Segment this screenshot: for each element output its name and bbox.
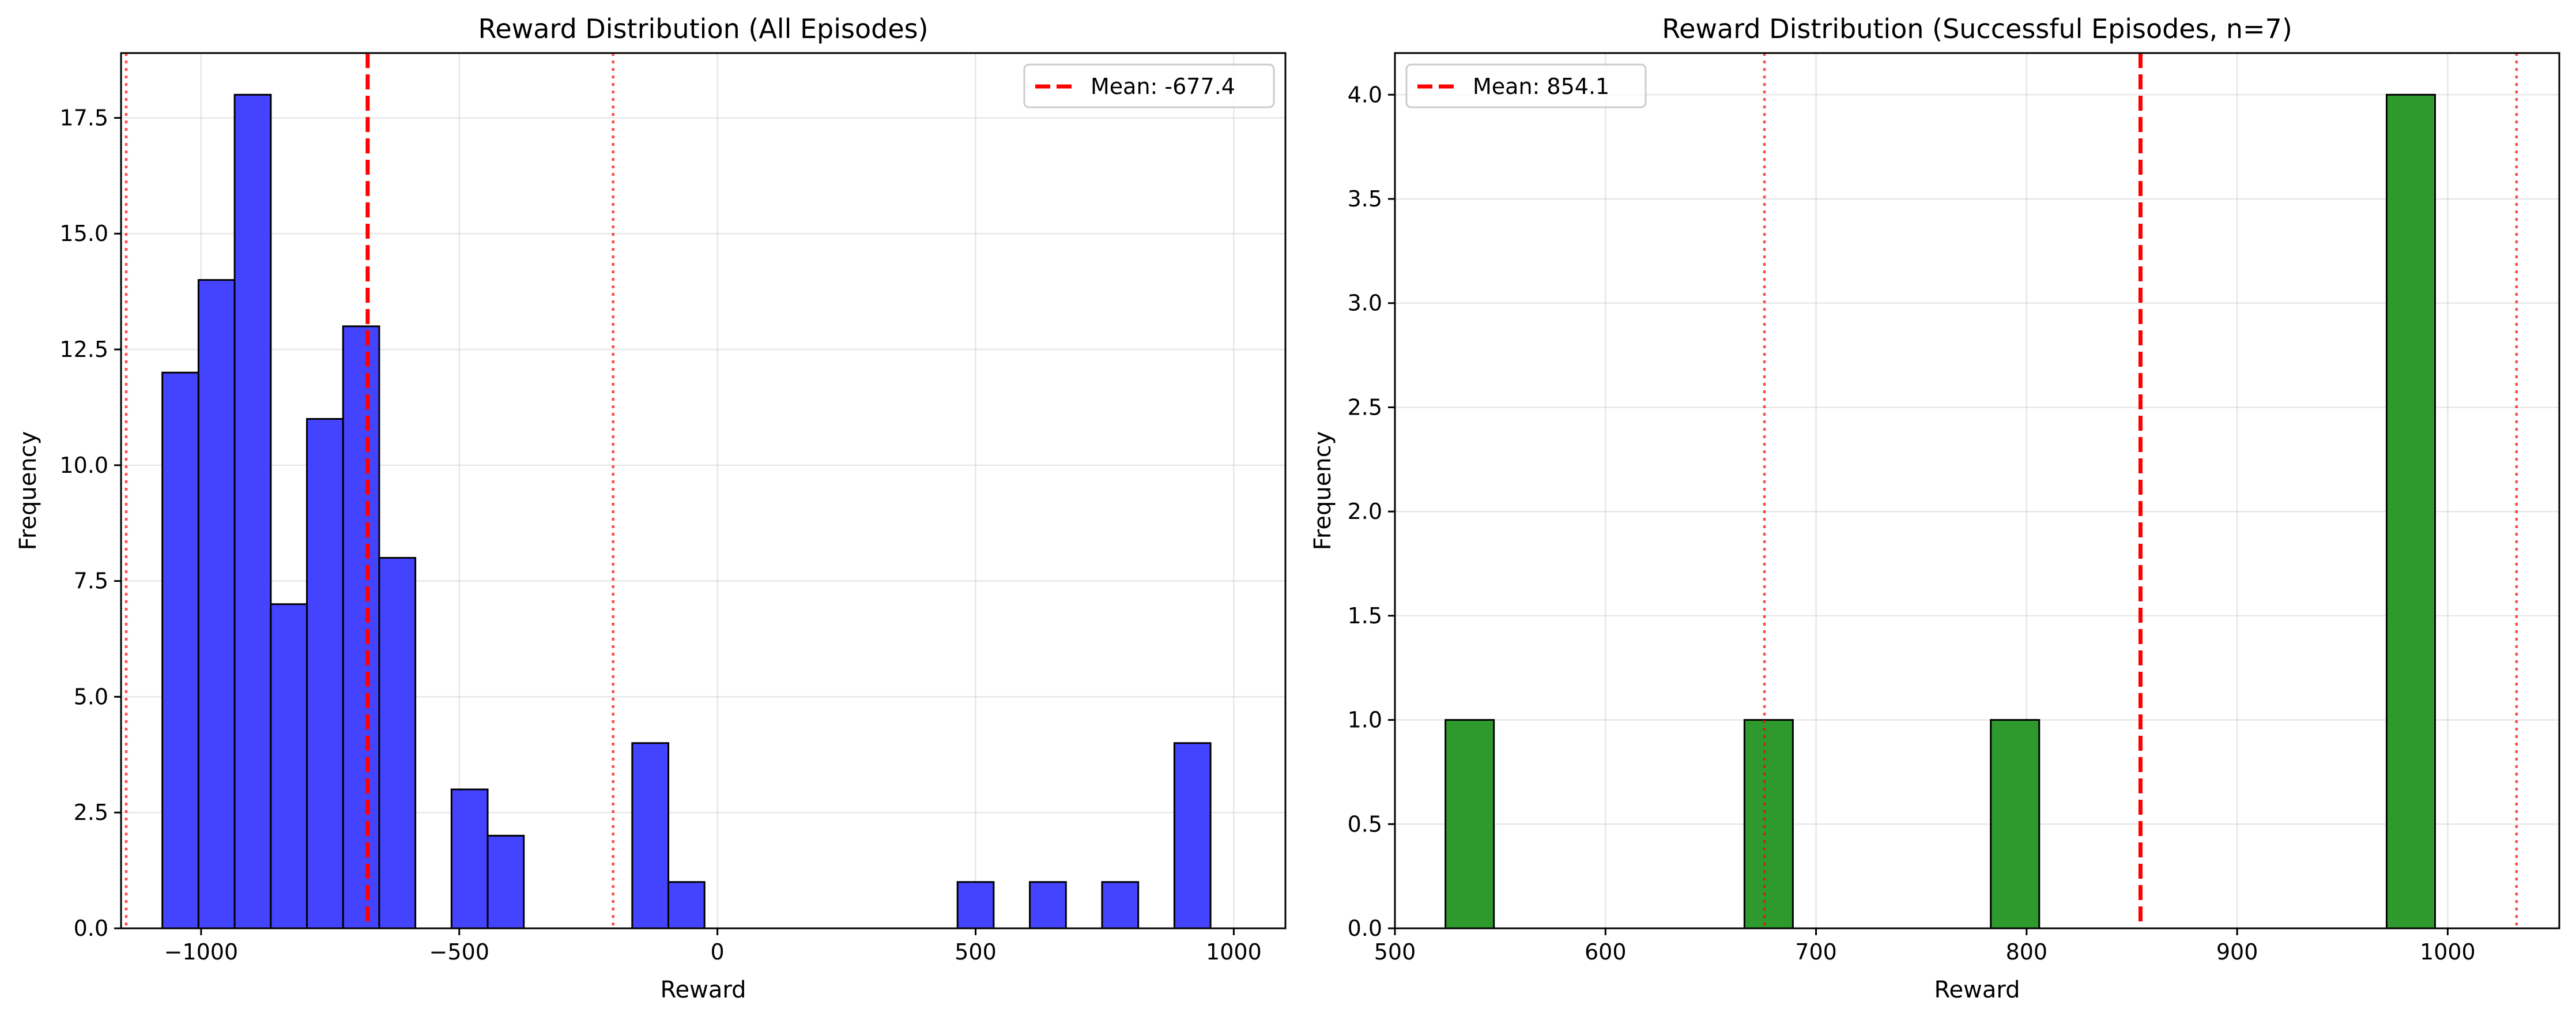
left-x-tick-label-0: −1000 <box>164 939 239 965</box>
left-histogram-bar-7 <box>450 788 489 929</box>
left-histogram-bar-13 <box>1101 881 1140 929</box>
left-legend: Mean: -677.4 <box>1023 63 1275 108</box>
left-y-tick-label-0: 0.0 <box>74 916 108 941</box>
right-histogram-bar-0 <box>1444 719 1495 929</box>
left-histogram-bar-5 <box>342 325 380 929</box>
right-y-tick-label-7: 3.5 <box>1348 186 1382 212</box>
right-chart-title: Reward Distribution (Successful Episodes… <box>1662 13 2292 44</box>
left-histogram-bar-11 <box>956 881 995 929</box>
left-histogram-bar-6 <box>378 556 417 929</box>
right-x-tick-label-2: 700 <box>1795 939 1837 965</box>
left-bars <box>161 93 1212 929</box>
left-x-tick-label-3: 500 <box>955 939 997 965</box>
left-histogram-bar-8 <box>486 834 525 929</box>
right-histogram-bar-3 <box>2385 93 2436 929</box>
left-y-tick-label-7: 17.5 <box>59 105 108 130</box>
right-y-tick-label-3: 1.5 <box>1348 603 1382 628</box>
left-histogram-bar-2 <box>233 93 272 929</box>
right-grid <box>1394 53 2559 929</box>
right-y-tick-label-1: 0.5 <box>1348 811 1382 837</box>
right-y-tick-label-0: 0.0 <box>1348 916 1382 941</box>
left-y-tick-label-1: 2.5 <box>74 800 108 825</box>
right-x-tick-label-0: 500 <box>1374 939 1416 965</box>
right-x-tick-label-4: 900 <box>2216 939 2258 965</box>
left-histogram-panel: Reward Distribution (All Episodes) −1000… <box>15 13 1287 1003</box>
right-x-ticks: 500 600 700 800 900 1000 <box>1374 928 2476 965</box>
right-histogram-bar-1 <box>1743 719 1794 929</box>
right-y-tick-label-6: 3.0 <box>1348 291 1382 316</box>
right-histogram-panel: Reward Distribution (Successful Episodes… <box>1310 13 2560 1003</box>
left-histogram-bar-4 <box>306 418 344 929</box>
left-legend-box <box>1023 63 1275 108</box>
right-legend-box <box>1405 63 1647 108</box>
right-axes-frame <box>1394 52 2560 929</box>
right-y-axis-label: Frequency <box>1310 431 1336 551</box>
left-x-ticks: −1000 −500 0 500 1000 <box>164 928 1262 965</box>
left-y-tick-label-4: 10.0 <box>59 453 108 478</box>
left-y-tick-label-5: 12.5 <box>59 337 108 362</box>
right-legend-label: Mean: 854.1 <box>1473 74 1609 99</box>
right-y-ticks: 0.0 0.5 1.0 1.5 2.0 2.5 3.0 3.5 4.0 <box>1348 82 1395 941</box>
left-axes-frame <box>120 52 1287 929</box>
right-y-tick-label-5: 2.5 <box>1348 394 1382 420</box>
left-histogram-bar-9 <box>631 742 670 929</box>
right-x-axis-label: Reward <box>1934 977 2020 1003</box>
left-y-tick-label-3: 7.5 <box>74 569 108 594</box>
left-histogram-bar-12 <box>1029 881 1067 929</box>
right-x-tick-label-3: 800 <box>2006 939 2048 965</box>
left-x-tick-label-4: 1000 <box>1206 939 1262 965</box>
right-y-tick-label-8: 4.0 <box>1348 82 1382 107</box>
right-x-tick-label-5: 1000 <box>2420 939 2476 965</box>
right-histogram-bar-2 <box>1990 719 2041 929</box>
left-y-ticks: 0.0 2.5 5.0 7.5 10.0 12.5 15.0 17.5 <box>59 105 121 941</box>
left-histogram-bar-10 <box>667 881 706 929</box>
right-y-tick-label-2: 1.0 <box>1348 707 1382 733</box>
left-histogram-bar-1 <box>197 279 236 929</box>
left-y-axis-label: Frequency <box>15 431 42 551</box>
left-x-axis-label: Reward <box>661 977 746 1003</box>
left-y-tick-label-6: 15.0 <box>59 221 108 246</box>
left-histogram-bar-3 <box>270 603 308 929</box>
left-legend-label: Mean: -677.4 <box>1091 74 1235 99</box>
left-x-tick-label-1: −500 <box>429 939 489 965</box>
right-x-tick-label-1: 600 <box>1585 939 1627 965</box>
right-bars <box>1444 93 2436 929</box>
right-y-tick-label-4: 2.0 <box>1348 499 1382 524</box>
left-reference-lines <box>125 53 614 928</box>
left-histogram-bar-14 <box>1173 742 1212 929</box>
left-chart-title: Reward Distribution (All Episodes) <box>478 13 928 44</box>
right-reference-lines <box>1763 53 2518 928</box>
left-histogram-bar-0 <box>161 371 199 929</box>
right-legend: Mean: 854.1 <box>1405 63 1647 108</box>
left-y-tick-label-2: 5.0 <box>74 684 108 709</box>
left-x-tick-label-2: 0 <box>711 939 725 965</box>
